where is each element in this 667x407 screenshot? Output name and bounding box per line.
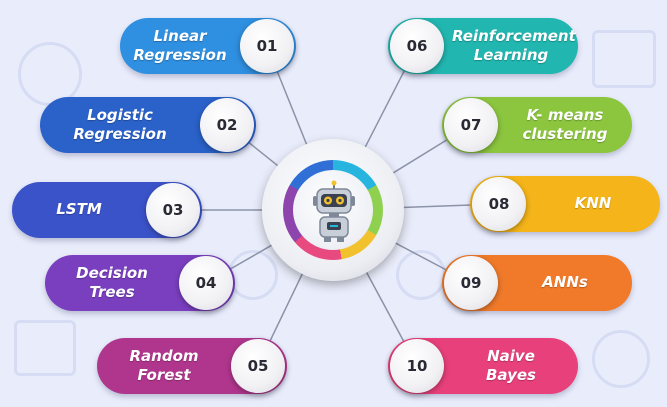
algorithm-pill-09: ANNs 09 bbox=[442, 255, 632, 311]
algorithm-label: Decision Trees bbox=[76, 264, 148, 301]
algorithm-pill-06: Reinforcement Learning 06 bbox=[388, 18, 578, 74]
chart-icon bbox=[14, 320, 76, 376]
algorithm-number-01: 01 bbox=[240, 19, 294, 73]
algorithm-label: Naive Bayes bbox=[486, 347, 536, 384]
algorithm-label: ANNs bbox=[542, 273, 588, 291]
brain-icon bbox=[592, 30, 656, 88]
algorithm-number-09: 09 bbox=[444, 256, 498, 310]
algorithm-pill-02: Logistic Regression 02 bbox=[40, 97, 256, 153]
algorithm-number-07: 07 bbox=[444, 98, 498, 152]
algorithm-label: LSTM bbox=[56, 200, 102, 218]
algorithm-number-06: 06 bbox=[390, 19, 444, 73]
robot-icon bbox=[313, 180, 355, 242]
algorithm-pill-07: K- means clustering 07 bbox=[442, 97, 632, 153]
algorithm-label: KNN bbox=[574, 194, 612, 212]
gear-icon bbox=[592, 330, 650, 388]
algorithm-label: Random Forest bbox=[129, 347, 199, 384]
algorithm-label: Linear Regression bbox=[133, 27, 227, 64]
algorithm-number-03: 03 bbox=[146, 183, 200, 237]
algorithm-label: Logistic Regression bbox=[73, 106, 167, 143]
algorithm-pill-03: LSTM 03 bbox=[12, 182, 202, 238]
algorithm-pill-05: Random Forest 05 bbox=[97, 338, 287, 394]
algorithm-label: Reinforcement Learning bbox=[452, 27, 576, 64]
algorithm-label: K- means clustering bbox=[522, 106, 608, 143]
algorithm-number-02: 02 bbox=[200, 98, 254, 152]
algorithm-number-05: 05 bbox=[231, 339, 285, 393]
algorithm-pill-08: KNN 08 bbox=[470, 176, 660, 232]
algorithm-number-04: 04 bbox=[179, 256, 233, 310]
algorithm-pill-01: Linear Regression 01 bbox=[120, 18, 296, 74]
algorithm-number-08: 08 bbox=[472, 177, 526, 231]
algorithm-pill-10: Naive Bayes 10 bbox=[388, 338, 578, 394]
algorithm-pill-04: Decision Trees 04 bbox=[45, 255, 235, 311]
algorithm-number-10: 10 bbox=[390, 339, 444, 393]
